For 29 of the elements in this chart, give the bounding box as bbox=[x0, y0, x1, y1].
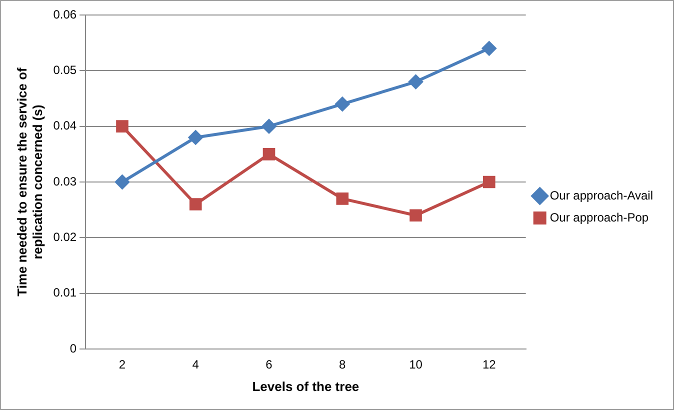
point bbox=[410, 209, 422, 222]
x-tick-label: 2 bbox=[118, 358, 126, 372]
legend-label: Our approach-Avail bbox=[550, 188, 654, 202]
y-axis-title: Time needed to ensure the service of replication concerned (s) bbox=[14, 66, 45, 296]
x-tick-label: 6 bbox=[266, 358, 273, 372]
point bbox=[262, 148, 276, 160]
y-tick-label: 0.05 bbox=[53, 62, 77, 77]
point bbox=[334, 96, 350, 112]
y-tick-label: 0.01 bbox=[53, 286, 77, 300]
x-tick-label: 12 bbox=[482, 358, 496, 372]
point bbox=[189, 198, 202, 210]
point bbox=[188, 130, 204, 145]
y-tick-label: 0.03 bbox=[53, 174, 77, 188]
point bbox=[482, 176, 496, 188]
point bbox=[336, 192, 349, 205]
point bbox=[408, 74, 424, 90]
point bbox=[262, 118, 277, 134]
x-tick-label: 8 bbox=[339, 358, 346, 372]
point bbox=[482, 40, 497, 56]
y-tick-label: 0.06 bbox=[53, 7, 77, 22]
x-tick-label: 4 bbox=[192, 358, 200, 372]
legend-label: Our approach-Pop bbox=[550, 210, 649, 224]
x-axis-title: Levels of the tree bbox=[252, 378, 360, 394]
y-tick-label: 0 bbox=[70, 341, 77, 356]
y-tick-label: 0.04 bbox=[53, 118, 77, 133]
y-tick-label: 0.02 bbox=[53, 230, 77, 244]
x-tick-label: 10 bbox=[409, 358, 423, 372]
point bbox=[116, 120, 128, 132]
point bbox=[114, 174, 130, 190]
